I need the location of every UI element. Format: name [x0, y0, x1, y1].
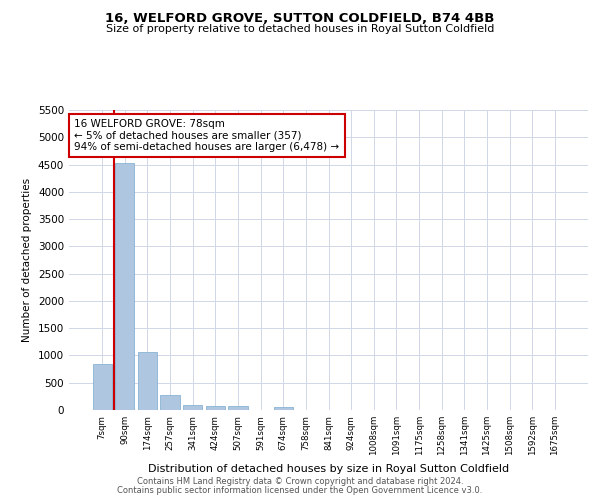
Bar	[274, 406, 293, 410]
Text: 16 WELFORD GROVE: 78sqm
← 5% of detached houses are smaller (357)
94% of semi-de: 16 WELFORD GROVE: 78sqm ← 5% of detached…	[74, 119, 340, 152]
Y-axis label: Number of detached properties: Number of detached properties	[22, 178, 32, 342]
Bar	[92, 364, 112, 410]
Text: Size of property relative to detached houses in Royal Sutton Coldfield: Size of property relative to detached ho…	[106, 24, 494, 34]
Text: Contains HM Land Registry data © Crown copyright and database right 2024.: Contains HM Land Registry data © Crown c…	[137, 477, 463, 486]
Bar	[183, 405, 202, 410]
Bar	[138, 352, 157, 410]
Text: 16, WELFORD GROVE, SUTTON COLDFIELD, B74 4BB: 16, WELFORD GROVE, SUTTON COLDFIELD, B74…	[106, 12, 494, 26]
Text: Contains public sector information licensed under the Open Government Licence v3: Contains public sector information licen…	[118, 486, 482, 495]
X-axis label: Distribution of detached houses by size in Royal Sutton Coldfield: Distribution of detached houses by size …	[148, 464, 509, 473]
Bar	[160, 394, 180, 410]
Bar	[229, 406, 248, 410]
Bar	[206, 406, 225, 410]
Bar	[115, 164, 134, 410]
